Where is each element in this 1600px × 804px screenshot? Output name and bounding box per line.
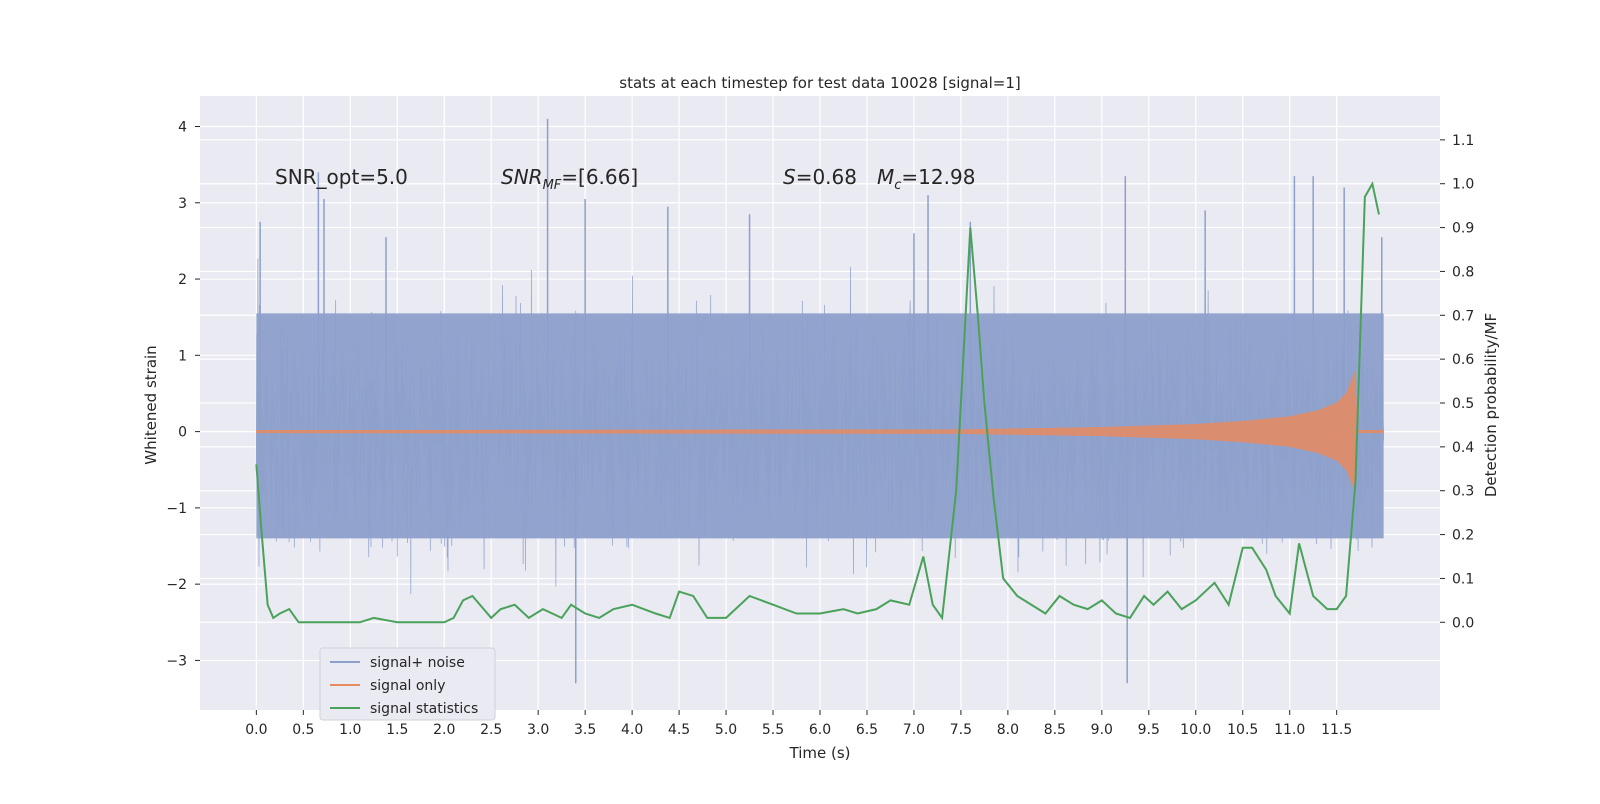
s-value: =0.68 bbox=[796, 165, 857, 189]
right-y-tick-label-3: 0.3 bbox=[1452, 484, 1474, 500]
left-y-tick-label-3: 0 bbox=[178, 425, 187, 441]
legend-entry-signal-only: signal only bbox=[370, 678, 445, 694]
right-y-tick-label-4: 0.4 bbox=[1452, 440, 1474, 456]
x-tick-label-10: 5.0 bbox=[715, 722, 737, 738]
left-y-tick-label-4: 1 bbox=[178, 348, 187, 364]
x-axis-label: Time (s) bbox=[789, 744, 851, 762]
x-tick-label-3: 1.5 bbox=[386, 722, 408, 738]
x-tick-label-14: 7.0 bbox=[903, 722, 925, 738]
x-tick-label-23: 11.5 bbox=[1321, 722, 1352, 738]
x-tick-label-4: 2.0 bbox=[433, 722, 455, 738]
x-axis-ticks: 0.0 0.5 1.0 1.5 2.0 2.5 3.0 3.5 4.0 4.5 5.0 5.5 6.0 6… bbox=[245, 710, 1352, 738]
x-tick-label-0: 0.0 bbox=[245, 722, 267, 738]
series-signal-statistics bbox=[255, 180, 1380, 624]
left-y-tick-label-6: 3 bbox=[178, 196, 187, 212]
left-y-tick-label-7: 4 bbox=[178, 120, 187, 136]
snr-mf-main: SNR bbox=[501, 165, 543, 189]
legend: signal+ noise signal only signal statist… bbox=[319, 647, 496, 721]
x-tick-label-15: 7.5 bbox=[950, 722, 972, 738]
x-tick-label-9: 4.5 bbox=[668, 722, 690, 738]
annotation-snr-mf: SNRMF=[6.66] bbox=[501, 165, 638, 193]
x-tick-label-21: 10.5 bbox=[1227, 722, 1258, 738]
x-tick-label-5: 2.5 bbox=[480, 722, 502, 738]
left-y-axis-ticks: −3 −2 −1 0 1 2 3 4 bbox=[166, 120, 200, 669]
series-signal-only bbox=[256, 370, 1384, 493]
right-y-tick-label-1: 0.1 bbox=[1452, 571, 1474, 587]
x-tick-label-22: 11.0 bbox=[1274, 722, 1305, 738]
right-y-tick-label-11: 1.1 bbox=[1452, 133, 1474, 149]
x-tick-label-17: 8.5 bbox=[1044, 722, 1066, 738]
left-y-axis-label: Whitened strain bbox=[142, 345, 160, 464]
right-y-tick-label-9: 0.9 bbox=[1452, 221, 1474, 237]
left-y-tick-label-0: −3 bbox=[166, 653, 187, 669]
x-tick-label-18: 9.0 bbox=[1091, 722, 1113, 738]
right-y-tick-label-7: 0.7 bbox=[1452, 308, 1474, 324]
x-tick-label-1: 0.5 bbox=[292, 722, 314, 738]
left-y-tick-label-1: −2 bbox=[166, 577, 187, 593]
annotation-s: S=0.68 bbox=[783, 165, 857, 189]
x-tick-label-11: 5.5 bbox=[762, 722, 784, 738]
x-tick-label-20: 10.0 bbox=[1180, 722, 1211, 738]
x-tick-label-13: 6.5 bbox=[856, 722, 878, 738]
snr-mf-sub: MF bbox=[543, 178, 562, 193]
data-layer bbox=[255, 118, 1385, 684]
x-tick-label-6: 3.0 bbox=[527, 722, 549, 738]
x-tick-label-2: 1.0 bbox=[339, 722, 361, 738]
x-tick-label-16: 8.0 bbox=[997, 722, 1019, 738]
annotation-snr-opt: SNR_opt=5.0 bbox=[275, 165, 408, 189]
x-tick-label-7: 3.5 bbox=[574, 722, 596, 738]
right-y-tick-label-10: 1.0 bbox=[1452, 177, 1474, 193]
annotation-mc: Mc=12.98 bbox=[877, 165, 975, 193]
chart-title: stats at each timestep for test data 100… bbox=[619, 74, 1020, 92]
right-y-axis-ticks: 0.0 0.1 0.2 0.3 0.4 0.5 0.6 0.7 0.8 0.9 1.0 1.1 bbox=[1440, 133, 1474, 631]
legend-entry-signal-statistics: signal statistics bbox=[370, 701, 478, 717]
s-var: S bbox=[783, 165, 796, 189]
right-y-tick-label-6: 0.6 bbox=[1452, 352, 1474, 368]
legend-entry-signal-noise: signal+ noise bbox=[370, 655, 465, 671]
right-y-axis-label: Detection probability/MF bbox=[1482, 313, 1500, 497]
right-y-tick-label-8: 0.8 bbox=[1452, 264, 1474, 280]
mc-var: M bbox=[877, 165, 894, 189]
x-tick-label-19: 9.5 bbox=[1138, 722, 1160, 738]
right-y-tick-label-0: 0.0 bbox=[1452, 615, 1474, 631]
x-tick-label-12: 6.0 bbox=[809, 722, 831, 738]
right-y-tick-label-5: 0.5 bbox=[1452, 396, 1474, 412]
snr-mf-value: =[6.66] bbox=[561, 165, 638, 189]
x-tick-label-8: 4.0 bbox=[621, 722, 643, 738]
legend-box bbox=[319, 647, 496, 721]
right-y-tick-label-2: 0.2 bbox=[1452, 528, 1474, 544]
mc-sub: c bbox=[894, 178, 901, 193]
left-y-tick-label-5: 2 bbox=[178, 272, 187, 288]
left-y-tick-label-2: −1 bbox=[166, 501, 187, 517]
mc-value: =12.98 bbox=[901, 165, 975, 189]
